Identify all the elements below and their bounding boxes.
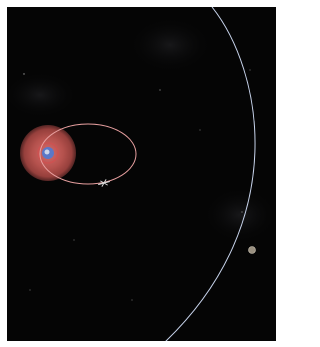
nebula	[200, 185, 280, 245]
nebula	[125, 15, 215, 75]
planet-highlight	[45, 150, 50, 155]
map-view	[0, 0, 281, 347]
moon[interactable]	[249, 247, 256, 254]
nebula	[0, 70, 80, 120]
